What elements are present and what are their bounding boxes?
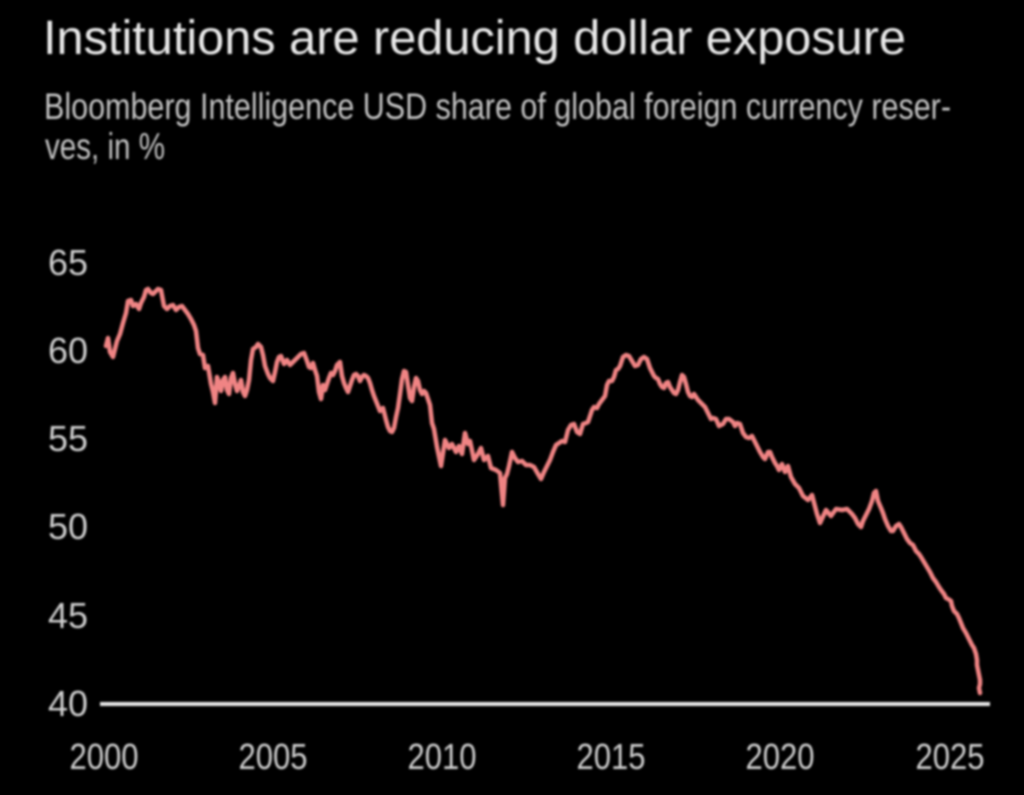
svg-text:45: 45 xyxy=(48,595,88,636)
svg-text:65: 65 xyxy=(48,242,88,283)
svg-text:55: 55 xyxy=(48,418,88,459)
svg-text:Institutions are reducing doll: Institutions are reducing dollar exposur… xyxy=(43,12,906,65)
svg-text:40: 40 xyxy=(48,683,88,724)
svg-text:Bloomberg Intelligence USD sha: Bloomberg Intelligence USD share of glob… xyxy=(44,86,951,127)
svg-text:2005: 2005 xyxy=(239,736,308,777)
svg-text:ves, in %: ves, in % xyxy=(45,126,165,167)
svg-text:2015: 2015 xyxy=(577,736,646,777)
svg-text:2010: 2010 xyxy=(408,736,477,777)
svg-text:2020: 2020 xyxy=(746,736,815,777)
svg-text:2000: 2000 xyxy=(70,736,139,777)
svg-text:60: 60 xyxy=(48,330,88,371)
svg-text:50: 50 xyxy=(48,506,88,547)
svg-text:2025: 2025 xyxy=(916,736,985,777)
